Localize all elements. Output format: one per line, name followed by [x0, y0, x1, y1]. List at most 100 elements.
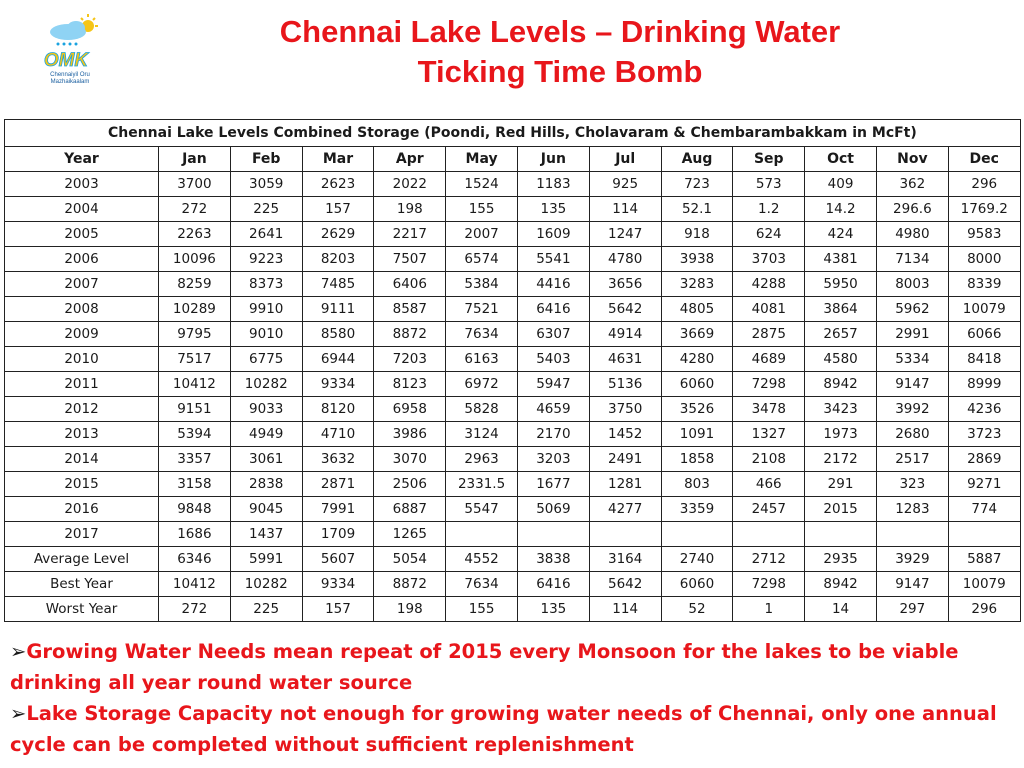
row-label: 2016: [4, 496, 159, 522]
table-cell: 2712: [732, 546, 806, 572]
table-cell: 14: [804, 596, 877, 622]
table-cell: 225: [229, 196, 303, 222]
table-caption: Chennai Lake Levels Combined Storage (Po…: [4, 119, 1021, 147]
row-label: 2007: [4, 271, 159, 297]
table-cell: 9848: [158, 496, 231, 522]
table-cell: 4277: [588, 496, 662, 522]
table-cell: 6958: [373, 396, 447, 422]
table-cell: 1452: [588, 421, 662, 447]
table-cell: 7991: [301, 496, 375, 522]
table-cell: 3124: [445, 421, 518, 447]
table-cell: 3656: [588, 271, 662, 297]
logo-tagline-2: Mazhaikaalam: [51, 79, 90, 85]
table-row: 2012 9151 9033 8120 6958 5828 4659 3750 3526 3478…: [4, 396, 1021, 422]
table-cell: 2108: [732, 446, 806, 472]
table-cell: 272: [158, 196, 231, 222]
table-cell: 803: [660, 471, 734, 497]
table-cell: 114: [588, 596, 662, 622]
logo-initials: OMK: [44, 50, 90, 71]
table-cell: 5054: [373, 546, 447, 572]
table-cell: 5136: [588, 371, 662, 397]
table-cell: 4631: [588, 346, 662, 372]
table-cell: 4081: [732, 296, 806, 322]
title-line-1: Chennai Lake Levels – Drinking Water: [279, 14, 841, 49]
row-label: 2003: [4, 171, 159, 197]
row-label: 2013: [4, 421, 159, 447]
row-label: 2014: [4, 446, 159, 472]
table-cell: 9111: [301, 296, 375, 322]
table-cell: 5403: [516, 346, 590, 372]
header-month: May: [445, 146, 518, 172]
table-cell: 9334: [301, 371, 375, 397]
table-cell: 7634: [445, 321, 518, 347]
table-cell: 6887: [373, 496, 447, 522]
table-cell: 1265: [373, 521, 447, 547]
table-cell: 8259: [158, 271, 231, 297]
table-cell: 8120: [301, 396, 375, 422]
table-cell: 624: [732, 221, 806, 247]
table-cell: 2217: [373, 221, 447, 247]
table-cell: 1686: [158, 521, 231, 547]
table-row: 2011 10412 10282 9334 8123 6972 5947 5136 6060 72…: [4, 371, 1021, 397]
table-cell: 4236: [947, 396, 1021, 422]
table-cell: [732, 521, 806, 547]
table-cell: 10079: [947, 571, 1021, 597]
table-cell: 10282: [229, 571, 303, 597]
table-cell: 4949: [229, 421, 303, 447]
table-cell: 3864: [804, 296, 877, 322]
table-cell: 10282: [229, 371, 303, 397]
table-cell: 918: [660, 221, 734, 247]
caption-row: Chennai Lake Levels Combined Storage (Po…: [4, 119, 1021, 147]
table-cell: 3929: [875, 546, 949, 572]
table-row: 2015 3158 2838 2871 2506 2331.5 1677 1281 803 466…: [4, 471, 1021, 497]
table-cell: [875, 521, 949, 547]
header-year: Year: [4, 146, 159, 172]
table-row: 2009 9795 9010 8580 8872 7634 6307 4914 3669 2875…: [4, 321, 1021, 347]
table-cell: 3700: [158, 171, 231, 197]
table-cell: [445, 521, 518, 547]
row-label: 2004: [4, 196, 159, 222]
table-cell: 10096: [158, 246, 231, 272]
table-cell: 3992: [875, 396, 949, 422]
table-row: 2006 10096 9223 8203 7507 6574 5541 4780 3938 370…: [4, 246, 1021, 272]
table-cell: 9223: [229, 246, 303, 272]
table-cell: 8339: [947, 271, 1021, 297]
table-cell: 9010: [229, 321, 303, 347]
table-cell: [947, 521, 1021, 547]
table-cell: 4580: [804, 346, 877, 372]
table-cell: 2991: [875, 321, 949, 347]
table-cell: 291: [804, 471, 877, 497]
table-cell: 2623: [301, 171, 375, 197]
table-cell: 8872: [373, 321, 447, 347]
table-cell: 2963: [445, 446, 518, 472]
table-cell: 52.1: [660, 196, 734, 222]
table-cell: 7521: [445, 296, 518, 322]
table-cell: 1609: [516, 221, 590, 247]
table-cell: 5384: [445, 271, 518, 297]
table-cell: 573: [732, 171, 806, 197]
table-cell: 362: [875, 171, 949, 197]
header-month: Nov: [875, 146, 949, 172]
table-cell: [516, 521, 590, 547]
table-cell: 157: [301, 196, 375, 222]
table-cell: 9795: [158, 321, 231, 347]
table-cell: 296: [947, 171, 1021, 197]
table-cell: 4288: [732, 271, 806, 297]
table-cell: 155: [445, 596, 518, 622]
table-row: 2014 3357 3061 3632 3070 2963 3203 2491 1858 2108…: [4, 446, 1021, 472]
table-cell: 1: [732, 596, 806, 622]
header-month: Oct: [804, 146, 877, 172]
table-cell: 466: [732, 471, 806, 497]
table-cell: 4280: [660, 346, 734, 372]
table-row: 2013 5394 4949 4710 3986 3124 2170 1452 1091 1327…: [4, 421, 1021, 447]
table-cell: 5642: [588, 571, 662, 597]
table-row: 2004 272 225 157 198 155 135 114 52.1 1.2 14.2 296.…: [4, 196, 1021, 222]
table-cell: 6416: [516, 571, 590, 597]
table-row: Worst Year 272 225 157 198 155 135 114 52 1 14 297 2…: [4, 596, 1021, 622]
table-cell: 10079: [947, 296, 1021, 322]
row-label: Average Level: [4, 546, 159, 572]
table-cell: 1524: [445, 171, 518, 197]
storage-table: Chennai Lake Levels Combined Storage (Po…: [4, 119, 1021, 622]
row-label: 2011: [4, 371, 159, 397]
table-cell: 7507: [373, 246, 447, 272]
